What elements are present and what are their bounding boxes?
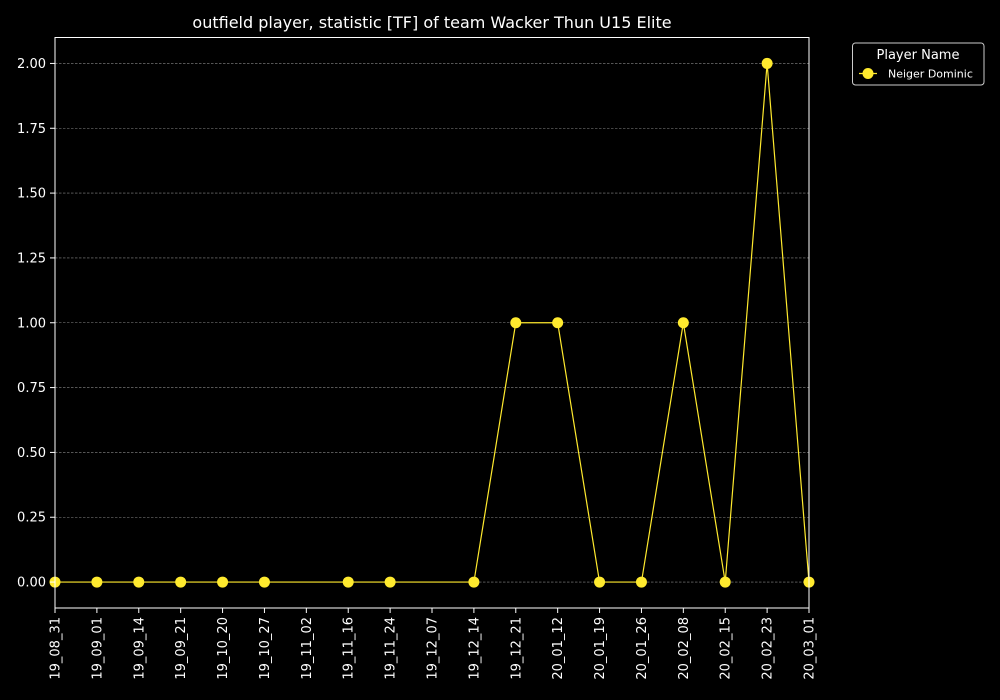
x-tick-label: 19_12_21 [509, 617, 524, 680]
x-axis: 19_08_31 19_09_01 19_09_14 19_09_21 19_10_20… [49, 608, 818, 680]
legend-title: Player Name [877, 48, 960, 63]
data-point [133, 576, 145, 588]
x-tick-label: 19_11_24 [384, 617, 399, 680]
y-tick-label: 1.25 [17, 251, 46, 266]
x-tick-label: 20_01_12 [551, 617, 566, 680]
x-tick-label: 20_02_15 [719, 617, 734, 680]
y-tick-label: 1.75 [17, 122, 46, 137]
data-point [175, 576, 187, 588]
data-point [719, 576, 731, 588]
x-tick-label: 19_09_21 [174, 617, 189, 680]
data-point [258, 576, 270, 588]
chart-title: outfield player, statistic [TF] of team … [192, 13, 671, 32]
data-point [217, 576, 229, 588]
data-point [552, 317, 564, 329]
x-tick-label: 19_09_01 [90, 617, 105, 680]
x-tick-label: 19_12_14 [467, 617, 482, 680]
data-point [510, 317, 522, 329]
x-tick-label: 20_01_26 [635, 617, 650, 680]
data-point [468, 576, 480, 588]
x-tick-label: 19_08_31 [49, 617, 64, 680]
x-tick-label: 19_10_27 [258, 617, 273, 680]
x-tick-label: 19_09_14 [132, 617, 147, 680]
data-point [342, 576, 354, 588]
series-layer [49, 57, 815, 588]
y-tick-label: 1.50 [17, 187, 46, 202]
y-tick-label: 0.25 [17, 511, 46, 526]
x-tick-label: 19_12_07 [426, 617, 441, 680]
x-tick-label: 19_11_16 [342, 617, 357, 680]
legend-point-marker [862, 68, 874, 79]
x-tick-label: 20_01_19 [593, 617, 608, 680]
data-point [677, 317, 689, 329]
x-tick-label: 20_03_01 [803, 617, 818, 680]
legend-box [852, 42, 985, 86]
y-axis: 0.00 0.25 0.50 0.75 1.00 1.25 1.50 1.75 2.00 [17, 57, 55, 591]
data-point [761, 57, 773, 69]
data-point [594, 576, 606, 588]
x-tick-label: 19_11_02 [300, 617, 315, 680]
legend: Player Name Neiger Dominic [852, 42, 985, 86]
data-point [384, 576, 396, 588]
data-point [635, 576, 647, 588]
y-tick-label: 0.50 [17, 446, 46, 461]
data-point [91, 576, 103, 588]
grid-lines [55, 63, 809, 583]
x-tick-label: 20_02_08 [677, 617, 692, 680]
x-tick-label: 19_10_20 [216, 617, 231, 680]
y-tick-label: 1.00 [17, 316, 46, 331]
y-tick-label: 0.00 [17, 576, 46, 591]
x-tick-label: 20_02_23 [761, 617, 776, 680]
legend-entry-label: Neiger Dominic [888, 68, 973, 81]
y-tick-label: 0.75 [17, 381, 46, 396]
y-tick-label: 2.00 [17, 57, 46, 72]
